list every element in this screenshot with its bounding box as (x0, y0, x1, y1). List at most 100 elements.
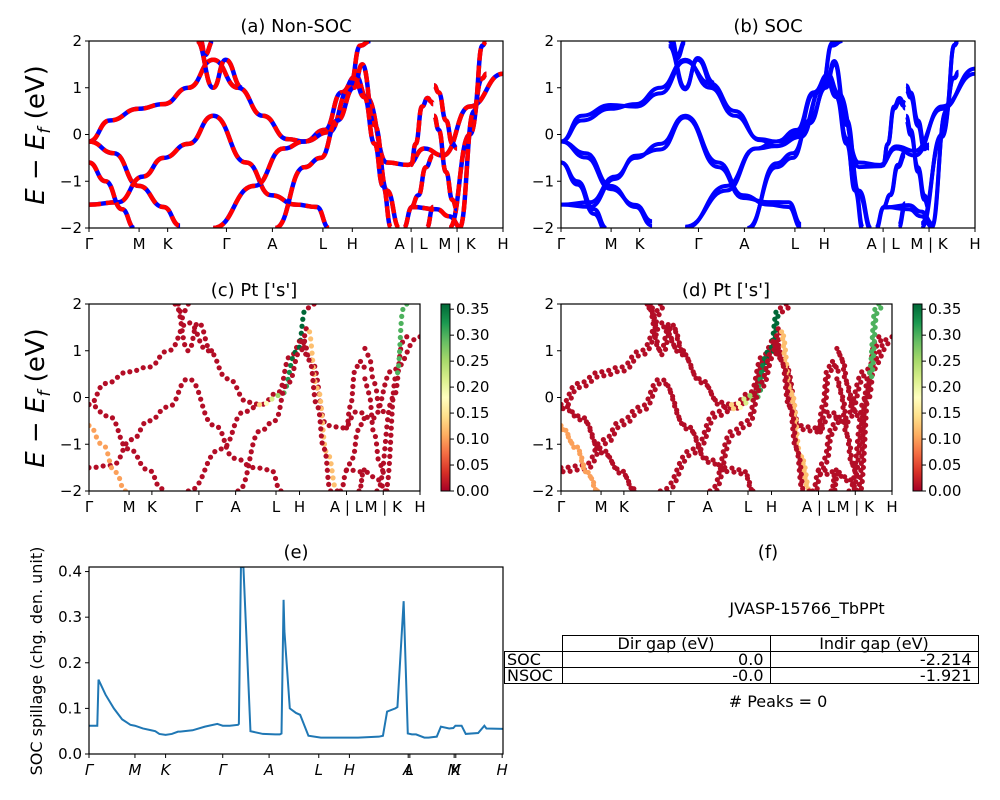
scatter-point (726, 439, 732, 445)
scatter-point (245, 463, 252, 469)
scatter-point (256, 402, 263, 408)
scatter-point (571, 389, 577, 395)
scatter-point (722, 442, 728, 448)
x-tick-label: A | L (802, 498, 836, 516)
scatter-point (372, 381, 378, 387)
scatter-point (752, 401, 758, 407)
scatter-point (341, 474, 347, 481)
scatter-point (813, 474, 819, 481)
scatter-point (847, 456, 853, 462)
scatter-point (389, 418, 395, 424)
scatter-point (352, 441, 358, 447)
scatter-point (374, 488, 380, 491)
scatter-point (599, 369, 605, 375)
colorbar-tick-label: 0.05 (928, 456, 961, 474)
scatter-point (712, 483, 718, 489)
scatter-point (722, 453, 728, 459)
band-line (667, 43, 715, 92)
scatter-point (153, 360, 159, 366)
panel-b-title: (b) SOC (733, 16, 802, 37)
scatter-point (850, 462, 856, 469)
scatter-point (351, 448, 358, 454)
scatter-point (151, 474, 158, 481)
scatter-point (244, 408, 250, 414)
scatter-point (201, 329, 207, 335)
scatter-point (404, 349, 410, 355)
scatter-point (148, 468, 154, 474)
scatter-point (311, 304, 317, 307)
x-tick-label: L (319, 235, 328, 253)
x-tick-label: H (766, 498, 777, 516)
scatter-point (845, 388, 852, 394)
scatter-point (763, 365, 769, 372)
scatter-point (122, 488, 129, 491)
scatter-point (859, 478, 865, 485)
scatter-point (871, 353, 877, 359)
scatter-point (103, 413, 109, 419)
scatter-point (359, 472, 365, 478)
scatter-point (269, 396, 275, 402)
scatter-point (196, 480, 202, 486)
scatter-point (871, 345, 877, 352)
y-tick-label: 0 (72, 126, 82, 144)
scatter-point (369, 419, 375, 425)
scatter-point (561, 465, 564, 471)
scatter-point (778, 329, 785, 335)
scatter-point (840, 404, 846, 411)
scatter-point (831, 410, 837, 416)
scatter-point (147, 418, 153, 424)
scatter-point (710, 410, 716, 416)
colorbar-tick-label: 0.05 (456, 456, 489, 474)
scatter-point (318, 398, 324, 405)
band-line (274, 62, 402, 228)
scatter-point (326, 481, 332, 488)
scatter-point (594, 374, 600, 380)
scatter-point (844, 381, 850, 387)
scatter-point (565, 434, 571, 440)
panel-c-colorbar: 0.35 0.30 0.25 0.20 0.15 0.10 0.05 0.00 (440, 300, 489, 500)
scatter-point (842, 474, 848, 480)
scatter-point (177, 314, 183, 320)
scatter-point (586, 374, 593, 380)
colorbar-tick-label: 0.20 (456, 378, 489, 396)
scatter-point (668, 480, 674, 486)
scatter-point (836, 383, 842, 389)
scatter-point (100, 463, 106, 469)
scatter-point (683, 426, 689, 432)
band-line (825, 75, 864, 228)
scatter-point (303, 351, 309, 357)
scatter-point (785, 305, 791, 311)
scatter-point (411, 337, 417, 343)
scatter-point (561, 401, 564, 408)
scatter-point (635, 353, 641, 359)
scatter-point (386, 467, 392, 474)
scatter-point (717, 463, 724, 469)
scatter-point (724, 435, 730, 441)
scatter-point (595, 441, 601, 447)
peaks-count: # Peaks = 0 (729, 692, 828, 711)
scatter-point (114, 374, 121, 380)
scatter-point (571, 413, 577, 419)
scatter-point (274, 482, 280, 488)
scatter-point (89, 465, 92, 471)
scatter-point (208, 348, 215, 354)
scatter-point (109, 415, 116, 421)
scatter-point (664, 485, 670, 491)
band-line (446, 71, 488, 228)
scatter-point (852, 408, 858, 415)
scatter-point (300, 316, 306, 322)
scatter-point (315, 405, 321, 411)
scatter-point (702, 378, 708, 385)
scatter-point (190, 335, 196, 341)
nsoc-indir-gap: -1.921 (769, 667, 979, 684)
scatter-point (123, 441, 129, 447)
scatter-point (358, 421, 364, 428)
scatter-point (860, 471, 866, 478)
scatter-point (221, 437, 227, 443)
scatter-point (729, 433, 735, 439)
scatter-point (776, 337, 782, 343)
scatter-point (591, 458, 597, 464)
scatter-point (722, 405, 728, 411)
scatter-point (854, 393, 860, 399)
scatter-point (94, 391, 100, 397)
